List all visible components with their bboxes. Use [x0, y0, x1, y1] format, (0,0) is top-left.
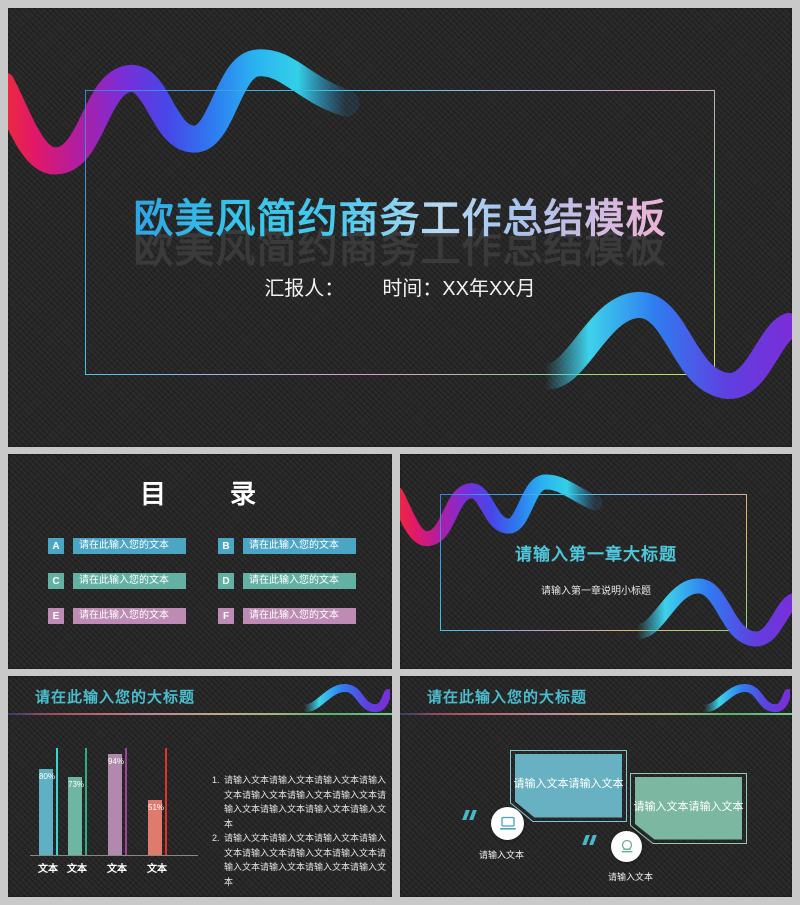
bubble-text: 请输入文本请输入文本 — [633, 800, 744, 813]
cover-byline: 汇报人： 时间：XX年XX月 — [8, 272, 792, 301]
speech-bubble: 请输入文本请输入文本 — [630, 773, 747, 844]
bubble-caption: 请输入文本 — [479, 850, 525, 860]
toc-letter-badge: C — [48, 573, 64, 589]
bar-chart: 80% 73% 94% 51% 文本 文本 文本 文本 — [8, 676, 208, 897]
toc-item-label: 请在此输入您的文本 — [243, 573, 356, 589]
toc-item-label: 请在此输入您的文本 — [73, 538, 186, 554]
bar-accent-line — [56, 748, 58, 855]
toc-item-label: 请在此输入您的文本 — [73, 573, 186, 589]
speech-bubble: 请输入文本请输入文本 — [510, 750, 627, 822]
list-item-text: 请输入文本请输入文本请输入文本请输入文本请输入文本请输入文本请输入文本请输入文本… — [224, 775, 387, 829]
x-axis-label: 文本 — [107, 864, 127, 875]
bubble-caption: 请输入文本 — [608, 872, 654, 882]
toc-item-label: 请在此输入您的文本 — [73, 608, 186, 624]
toc-item-c[interactable]: C 请在此输入您的文本 — [48, 573, 186, 589]
cover-title-reflection: 欧美风简约商务工作总结模板 — [133, 227, 667, 271]
toc-item-label: 请在此输入您的文本 — [243, 608, 356, 624]
list-item-number: 2. — [212, 833, 220, 844]
bubble-avatar-circle — [491, 807, 524, 840]
list-item-number: 1. — [212, 775, 220, 785]
title-divider-gradient — [8, 713, 392, 715]
cover-title: 欧美风简约商务工作总结模板 — [8, 186, 792, 244]
toc-letter-badge: B — [218, 538, 234, 554]
toc-item-label: 请在此输入您的文本 — [243, 538, 356, 554]
toc-title: 目 录 — [139, 479, 260, 509]
time-label: 时间：XX年XX月 — [382, 278, 536, 300]
list-item: 2. 请输入文本请输入文本请输入文本请输入文本请输入文本请输入文本请输入文本请输… — [212, 831, 388, 889]
toc-item-f[interactable]: F 请在此输入您的文本 — [218, 608, 356, 624]
toc-item-a[interactable]: A 请在此输入您的文本 — [48, 538, 186, 554]
slide-speech-bubbles[interactable]: 请在此输入您的大标题 请输入文本请输入文本 请输入文本 请输入文本请 — [400, 676, 792, 897]
bubble-avatar-circle — [611, 831, 642, 862]
list-item-text: 请输入文本请输入文本请输入文本请输入文本请输入文本请输入文本请输入文本请输入文本… — [224, 833, 387, 888]
slide-toc[interactable]: 目 录 A 请在此输入您的文本 B 请在此输入您的文本 C 请在此输入您的文本 … — [8, 454, 392, 669]
x-axis-label: 文本 — [147, 864, 167, 875]
section-title: 请在此输入您的大标题 — [427, 689, 588, 706]
speech-bubble-shape-icon — [630, 773, 747, 844]
toc-letter-badge: A — [48, 538, 64, 554]
x-axis-label: 文本 — [38, 864, 58, 875]
title-divider-gradient — [400, 713, 792, 715]
chapter-subtitle: 请输入第一章说明小标题 — [541, 586, 651, 597]
quote-icon — [582, 835, 597, 845]
slide-chapter[interactable]: 请输入第一章大标题 请输入第一章说明小标题 — [400, 454, 792, 669]
toc-item-b[interactable]: B 请在此输入您的文本 — [218, 538, 356, 554]
toc-item-e[interactable]: E 请在此输入您的文本 — [48, 608, 186, 624]
coins-icon — [621, 839, 632, 852]
toc-letter-badge: F — [218, 608, 234, 624]
toc-item-d[interactable]: D 请在此输入您的文本 — [218, 573, 356, 589]
toc-letter-badge: E — [48, 608, 64, 624]
chapter-title: 请输入第一章大标题 — [515, 545, 677, 564]
ribbon-wave-header-icon — [700, 684, 790, 713]
list-item: 1. 请输入文本请输入文本请输入文本请输入文本请输入文本请输入文本请输入文本请输… — [212, 773, 388, 831]
bar-value-51: 51% — [148, 800, 164, 855]
bar-accent-line — [165, 748, 167, 855]
x-axis-line — [30, 855, 198, 856]
bar-accent-line — [85, 748, 87, 855]
bar-accent-line — [125, 748, 127, 855]
bar-value-73: 73% — [68, 776, 84, 855]
bar-value-80: 80% — [39, 769, 55, 855]
slide-cover[interactable]: 欧美风简约商务工作总结模板 欧美风简约商务工作总结模板 汇报人： 时间：XX年X… — [8, 8, 792, 447]
bubble-text: 请输入文本请输入文本 — [513, 778, 624, 791]
section-title: 请在此输入您的大标题 — [35, 689, 196, 706]
toc-letter-badge: D — [218, 573, 234, 589]
x-axis-label: 文本 — [67, 864, 87, 875]
numbered-text-block: 1. 请输入文本请输入文本请输入文本请输入文本请输入文本请输入文本请输入文本请输… — [212, 773, 388, 890]
ribbon-wave-header-icon — [300, 684, 390, 713]
presenter-label: 汇报人： — [264, 278, 345, 300]
speech-bubble-shape-icon — [510, 750, 627, 822]
laptop-icon — [499, 816, 516, 830]
bar-value-94: 94% — [108, 754, 124, 855]
quote-icon — [462, 810, 477, 820]
slide-bar-chart[interactable]: 请在此输入您的大标题 80% 73% 94% 51% 文本 文本 文本 文本 1… — [8, 676, 392, 897]
